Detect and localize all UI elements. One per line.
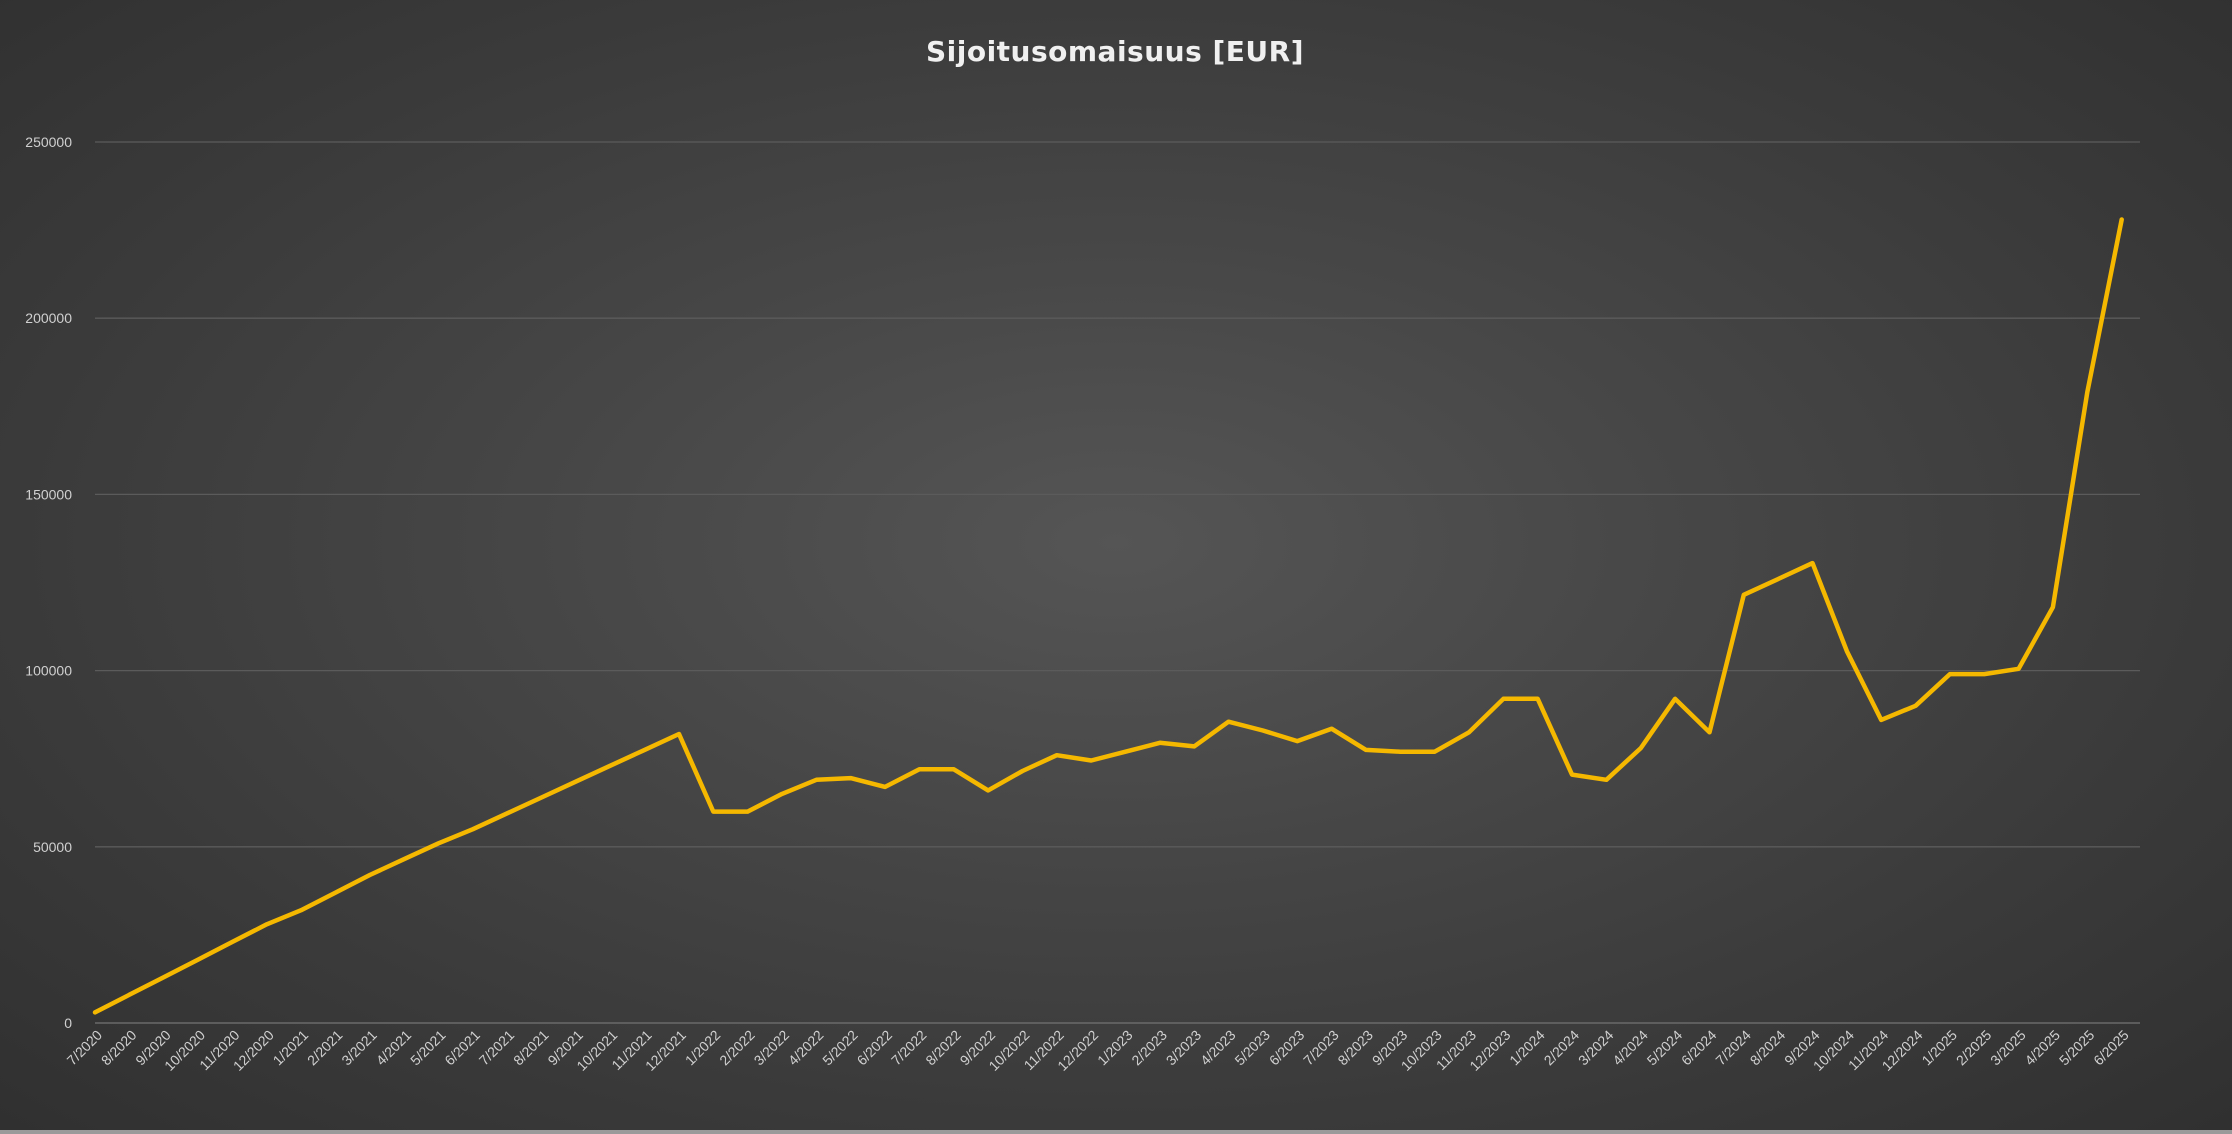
y-tick-label: 150000 bbox=[25, 486, 72, 502]
x-tick-label: 1/2023 bbox=[1094, 1027, 1136, 1069]
y-tick-label: 100000 bbox=[25, 663, 72, 679]
x-tick-label: 7/2024 bbox=[1712, 1027, 1754, 1069]
x-tick-label: 7/2020 bbox=[64, 1027, 106, 1069]
x-tick-label: 5/2023 bbox=[1231, 1027, 1273, 1069]
x-tick-label: 2/2022 bbox=[716, 1027, 758, 1069]
x-tick-label: 6/2021 bbox=[441, 1027, 483, 1069]
series-layer bbox=[92, 217, 2124, 1015]
x-tick-label: 2/2025 bbox=[1953, 1027, 1995, 1069]
x-tick-label: 6/2022 bbox=[854, 1027, 896, 1069]
x-tick-label: 4/2025 bbox=[2021, 1027, 2063, 1069]
x-tick-label: 8/2021 bbox=[510, 1027, 552, 1069]
y-tick-label: 0 bbox=[64, 1015, 72, 1031]
y-tick-label: 50000 bbox=[33, 839, 72, 855]
x-tick-label: 4/2023 bbox=[1197, 1027, 1239, 1069]
x-tick-label: 3/2025 bbox=[1987, 1027, 2029, 1069]
x-tick-label: 4/2021 bbox=[373, 1027, 415, 1069]
x-tick-label: 2/2023 bbox=[1128, 1027, 1170, 1069]
gridlines bbox=[95, 141, 2140, 1024]
x-tick-label: 5/2021 bbox=[407, 1027, 449, 1069]
x-tick-label: 6/2024 bbox=[1678, 1027, 1720, 1069]
x-tick-label: 7/2023 bbox=[1300, 1027, 1342, 1069]
x-tick-label: 3/2023 bbox=[1163, 1027, 1205, 1069]
x-tick-label: 5/2022 bbox=[819, 1027, 861, 1069]
x-tick-label: 2/2021 bbox=[304, 1027, 346, 1069]
x-tick-label: 8/2024 bbox=[1747, 1027, 1789, 1069]
x-tick-label: 3/2024 bbox=[1575, 1027, 1617, 1069]
x-tick-label: 6/2025 bbox=[2090, 1027, 2132, 1069]
x-tick-label: 1/2022 bbox=[682, 1027, 724, 1069]
x-tick-label: 4/2022 bbox=[785, 1027, 827, 1069]
x-tick-label: 3/2021 bbox=[338, 1027, 380, 1069]
x-tick-label: 8/2020 bbox=[98, 1027, 140, 1069]
x-tick-label: 5/2024 bbox=[1644, 1027, 1686, 1069]
x-tick-label: 4/2024 bbox=[1609, 1027, 1651, 1069]
y-tick-label: 200000 bbox=[25, 310, 72, 326]
x-tick-label: 7/2022 bbox=[888, 1027, 930, 1069]
x-tick-label: 1/2025 bbox=[1918, 1027, 1960, 1069]
x-tick-label: 3/2022 bbox=[751, 1027, 793, 1069]
x-axis-ticks: 7/20208/20209/202010/202011/202012/20201… bbox=[64, 1027, 2132, 1074]
x-tick-label: 8/2022 bbox=[922, 1027, 964, 1069]
y-axis-ticks: 0 50000 100000 150000 200000 250000 bbox=[25, 134, 72, 1031]
x-tick-label: 1/2021 bbox=[270, 1027, 312, 1069]
x-tick-label: 8/2023 bbox=[1334, 1027, 1376, 1069]
x-tick-label: 7/2021 bbox=[476, 1027, 518, 1069]
y-tick-label: 250000 bbox=[25, 134, 72, 150]
x-tick-label: 6/2023 bbox=[1266, 1027, 1308, 1069]
x-tick-label: 2/2024 bbox=[1541, 1027, 1583, 1069]
x-tick-label: 1/2024 bbox=[1506, 1027, 1548, 1069]
chart-title: Sijoitusomaisuus [EUR] bbox=[926, 35, 1304, 68]
x-tick-label: 5/2025 bbox=[2056, 1027, 2098, 1069]
series-line bbox=[92, 217, 2124, 1015]
